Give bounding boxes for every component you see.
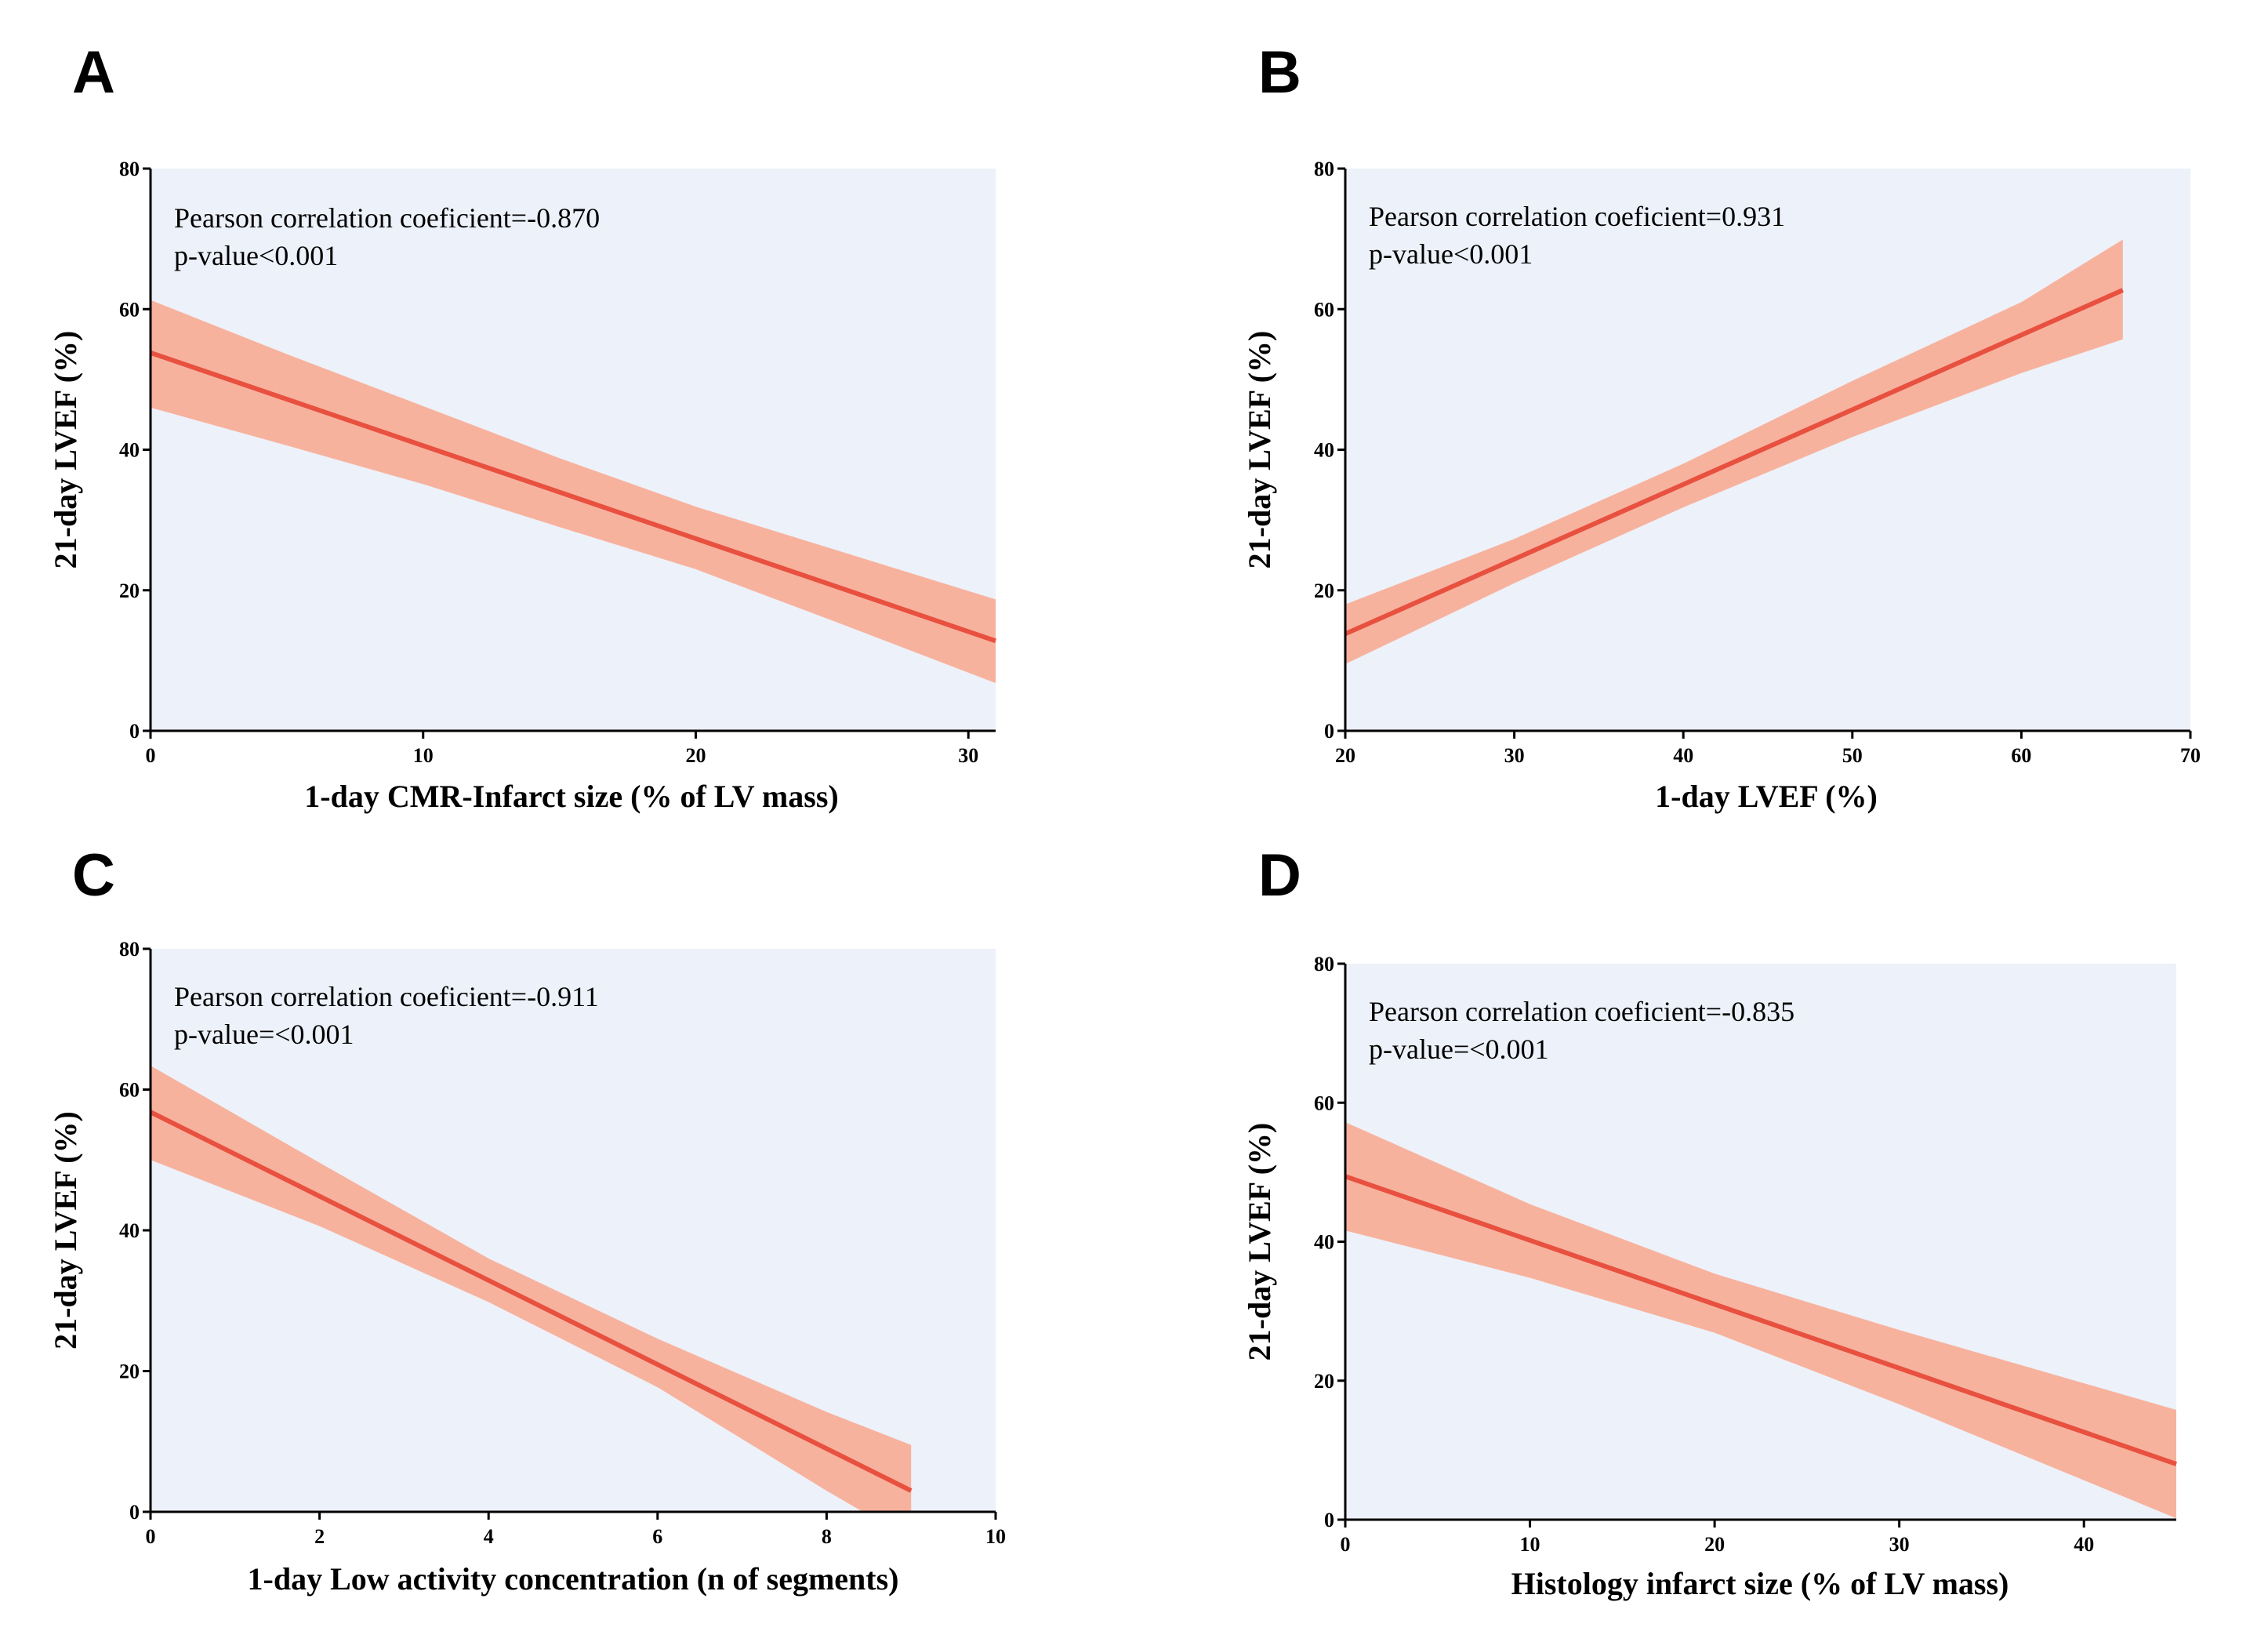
x-tick-label: 30 [1504,744,1525,767]
p-value-annotation: p-value<0.001 [174,240,338,271]
x-tick-label: 70 [2180,744,2201,767]
plot-background [151,169,996,731]
correlation-annotation: Pearson correlation coeficient=-0.835 [1369,996,1794,1027]
regression-line [149,1110,913,1493]
y-tick-label: 20 [1314,1370,1334,1393]
x-tick-label: 60 [2011,744,2031,767]
x-tick-label: 30 [958,744,978,767]
y-tick-label: 80 [119,158,140,180]
y-tick-label: 40 [119,1219,140,1242]
x-axis-title: 1-day Low activity concentration (n of s… [248,1561,899,1597]
y-tick-label: 0 [129,720,140,743]
regression-line [1344,288,2124,637]
x-tick-label: 0 [1341,1533,1351,1556]
x-tick-label: 20 [1335,744,1355,767]
y-tick-label: 60 [1314,298,1334,321]
confidence-band [1345,239,2123,664]
correlation-annotation: Pearson correlation coeficient=-0.870 [174,202,600,234]
regression-line [150,350,996,644]
regression-line [1344,1174,2177,1466]
correlation-annotation: Pearson correlation coeficient=-0.911 [174,981,599,1012]
x-tick-label: 10 [985,1525,1006,1548]
x-axis-title: 1-day CMR-Infarct size (% of LV mass) [304,779,838,814]
panel-letter: B [1258,39,1301,106]
x-tick-label: 20 [1704,1533,1725,1556]
p-value-annotation: p-value<0.001 [1369,238,1533,270]
x-tick-label: 40 [2074,1533,2094,1556]
y-axis-title: 21-day LVEF (%) [1242,331,1277,569]
x-tick-label: 30 [1889,1533,1910,1556]
x-axis-title: Histology infarct size (% of LV mass) [1511,1566,2009,1601]
y-axis-title: 21-day LVEF (%) [48,1111,83,1350]
x-tick-label: 0 [146,1525,156,1548]
x-tick-label: 4 [484,1525,494,1548]
correlation-annotation: Pearson correlation coeficient=0.931 [1369,201,1785,232]
p-value-annotation: p-value=<0.001 [1369,1034,1549,1065]
y-tick-label: 80 [119,938,140,961]
y-tick-label: 20 [119,579,140,602]
panel-letter: A [72,39,115,106]
x-tick-label: 50 [1842,744,1863,767]
y-tick-label: 0 [1324,1509,1334,1531]
x-tick-label: 10 [413,744,434,767]
y-tick-label: 80 [1314,158,1334,180]
plot-background [151,949,996,1512]
y-tick-label: 60 [1314,1092,1334,1114]
y-tick-label: 40 [119,439,140,462]
panel-a: 0 20 40 60 80 0 10 20 30 A Pearson correlation coe… [48,39,996,814]
y-tick-label: 0 [1324,720,1334,743]
y-axis-title: 21-day LVEF (%) [48,331,83,569]
y-tick-label: 0 [129,1501,140,1524]
y-tick-label: 80 [1314,953,1334,975]
x-tick-label: 10 [1520,1533,1540,1556]
confidence-band [151,1066,912,1512]
y-tick-label: 20 [119,1360,140,1383]
x-tick-label: 40 [1673,744,1693,767]
panel-letter: D [1258,842,1301,909]
y-tick-label: 40 [1314,439,1334,462]
panel-d: 0 20 40 60 80 0 10 20 30 40 D Pearson correlation c… [1242,842,2177,1601]
x-axis-title: 1-day LVEF (%) [1655,779,1878,814]
y-tick-label: 60 [119,298,140,321]
x-tick-label: 8 [822,1525,832,1548]
x-tick-label: 0 [146,744,156,767]
y-tick-label: 40 [1314,1231,1334,1254]
y-tick-label: 20 [1314,579,1334,602]
panel-c: 0 20 40 60 80 0 2 4 6 8 10 C Pearson correlation coe… [48,842,1006,1597]
x-tick-label: 2 [314,1525,325,1548]
y-tick-label: 60 [119,1079,140,1102]
p-value-annotation: p-value=<0.001 [174,1019,354,1050]
x-tick-label: 20 [685,744,706,767]
x-tick-label: 6 [652,1525,662,1548]
panel-letter: C [72,842,115,909]
y-axis-title: 21-day LVEF (%) [1242,1123,1277,1361]
confidence-band [151,300,996,684]
